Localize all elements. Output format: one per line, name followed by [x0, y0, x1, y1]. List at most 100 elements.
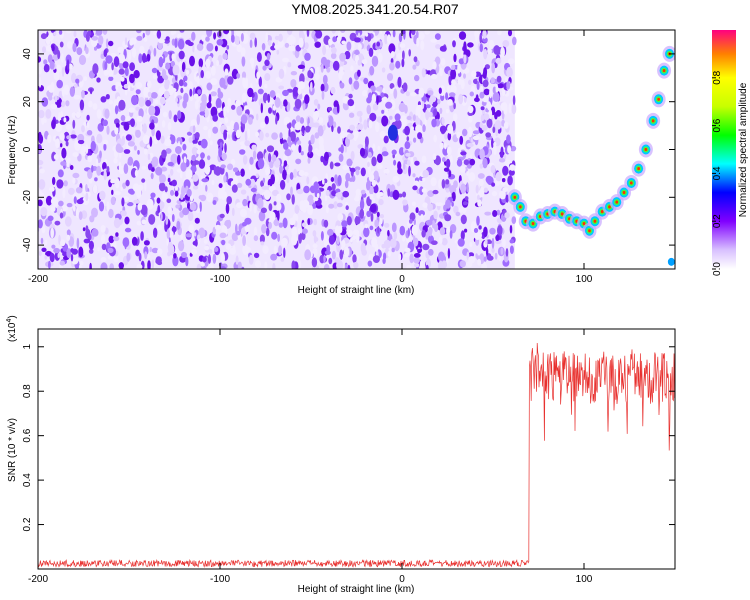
- noise-speck: [225, 203, 230, 215]
- noise-speck: [191, 249, 198, 255]
- noise-speck: [469, 242, 473, 247]
- noise-speck: [152, 74, 157, 80]
- noise-speck: [178, 240, 185, 252]
- noise-speck: [420, 40, 425, 51]
- noise-speck: [207, 155, 211, 161]
- noise-speck: [103, 69, 109, 76]
- noise-speck: [419, 186, 424, 196]
- noise-speck: [217, 31, 222, 38]
- noise-speck: [357, 59, 362, 66]
- noise-speck: [332, 36, 337, 43]
- noise-speck: [124, 227, 132, 233]
- noise-speck: [453, 102, 456, 110]
- noise-speck: [418, 87, 425, 98]
- noise-speck: [301, 222, 307, 228]
- noise-speck: [250, 187, 257, 193]
- noise-speck: [66, 59, 70, 71]
- noise-speck: [275, 115, 278, 125]
- noise-speck: [268, 153, 272, 163]
- noise-speck: [427, 90, 434, 96]
- noise-speck: [313, 197, 319, 202]
- noise-speck: [332, 60, 340, 71]
- noise-speck: [391, 149, 397, 155]
- noise-speck: [180, 193, 184, 200]
- noise-speck: [177, 38, 185, 50]
- noise-speck: [413, 263, 420, 268]
- noise-speck: [484, 238, 488, 245]
- noise-speck: [248, 254, 254, 265]
- noise-speck: [466, 261, 473, 268]
- noise-speck: [331, 47, 337, 54]
- noise-speck: [149, 246, 152, 253]
- noise-speck: [115, 122, 120, 128]
- noise-speck: [78, 81, 84, 88]
- noise-speck: [40, 33, 47, 40]
- noise-speck: [313, 99, 319, 106]
- noise-speck: [334, 162, 341, 167]
- noise-speck: [111, 62, 114, 71]
- noise-speck: [236, 73, 241, 79]
- noise-speck: [387, 251, 391, 257]
- colorbar-ticks: 0.0 0.2 0.4 0.6 0.8: [712, 70, 723, 276]
- noise-speck: [322, 74, 328, 85]
- noise-speck: [150, 192, 156, 198]
- noise-speck: [383, 135, 389, 144]
- noise-speck: [253, 205, 257, 214]
- noise-speck: [201, 34, 206, 42]
- noise-speck: [276, 49, 280, 55]
- chart-title: YM08.2025.341.20.54.R07: [291, 1, 459, 17]
- noise-speck: [304, 94, 310, 105]
- noise-speck: [41, 247, 47, 252]
- noise-speck: [218, 183, 223, 189]
- noise-speck: [53, 247, 60, 254]
- noise-speck: [47, 215, 54, 222]
- noise-speck: [404, 252, 411, 258]
- noise-speck: [253, 226, 258, 237]
- noise-speck: [257, 88, 264, 95]
- noise-speck: [344, 263, 348, 269]
- noise-speck: [401, 117, 407, 127]
- noise-speck: [344, 180, 349, 189]
- noise-speck: [328, 115, 334, 127]
- noise-speck: [399, 43, 406, 48]
- noise-speck: [243, 246, 251, 253]
- noise-speck: [63, 84, 70, 96]
- noise-speck: [427, 202, 433, 212]
- noise-speck: [294, 122, 302, 131]
- noise-speck: [269, 211, 276, 222]
- noise-speck: [300, 151, 304, 156]
- noise-speck: [381, 96, 388, 103]
- noise-speck: [240, 114, 248, 125]
- noise-speck: [411, 201, 416, 207]
- noise-speck: [141, 53, 147, 63]
- noise-speck: [168, 244, 175, 256]
- noise-speck: [167, 177, 171, 183]
- noise-speck: [81, 89, 85, 99]
- noise-speck: [128, 51, 132, 62]
- noise-speck: [104, 61, 108, 71]
- noise-speck: [179, 172, 183, 179]
- x-tick-label: -200: [28, 574, 48, 585]
- snr-panel: -200 -100 0 100 0.2 0.4 0.6 0.8 1 Height of stra…: [6, 315, 676, 595]
- noise-speck: [103, 169, 107, 181]
- noise-speck: [331, 183, 336, 191]
- noise-speck: [477, 194, 480, 201]
- noise-speck: [247, 87, 254, 98]
- noise-speck: [175, 146, 182, 154]
- noise-speck: [439, 125, 447, 134]
- noise-speck: [135, 129, 141, 138]
- noise-speck: [480, 106, 485, 111]
- noise-speck: [83, 76, 88, 81]
- noise-speck: [206, 42, 214, 52]
- noise-speck: [296, 188, 304, 195]
- noise-speck: [460, 151, 467, 156]
- noise-speck: [126, 252, 131, 262]
- noise-speck: [495, 180, 500, 186]
- noise-speck: [410, 126, 414, 131]
- noise-speck: [167, 206, 172, 214]
- noise-speck: [41, 97, 49, 107]
- noise-speck: [224, 116, 229, 124]
- noise-speck: [298, 145, 302, 153]
- noise-speck: [340, 144, 344, 154]
- noise-speck: [491, 237, 495, 249]
